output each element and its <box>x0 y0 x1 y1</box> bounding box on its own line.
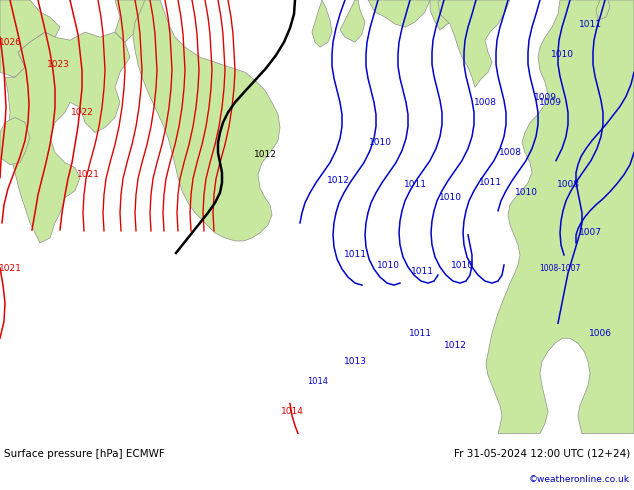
Polygon shape <box>0 0 60 77</box>
Text: 1022: 1022 <box>70 108 93 117</box>
Text: 1010: 1010 <box>439 193 462 202</box>
Text: 1010: 1010 <box>368 138 392 147</box>
Text: 1008: 1008 <box>557 180 579 189</box>
Polygon shape <box>5 32 130 243</box>
Polygon shape <box>340 0 365 42</box>
Text: 1014: 1014 <box>281 407 304 416</box>
Polygon shape <box>438 0 510 87</box>
Text: 1010: 1010 <box>377 261 399 270</box>
Text: 1007: 1007 <box>578 228 602 237</box>
Text: 1008: 1008 <box>474 98 496 107</box>
Text: Surface pressure [hPa] ECMWF: Surface pressure [hPa] ECMWF <box>4 449 165 459</box>
Polygon shape <box>0 118 30 165</box>
Polygon shape <box>430 0 460 30</box>
Text: 1011: 1011 <box>479 178 501 187</box>
Text: 1011: 1011 <box>403 180 427 189</box>
Text: 1009: 1009 <box>538 98 562 107</box>
Text: 1008: 1008 <box>498 148 522 157</box>
Text: 1023: 1023 <box>46 60 70 69</box>
Text: Fr 31-05-2024 12:00 UTC (12+24): Fr 31-05-2024 12:00 UTC (12+24) <box>454 449 630 459</box>
Polygon shape <box>133 0 280 241</box>
Text: 1010: 1010 <box>515 188 538 197</box>
Text: 1011: 1011 <box>408 329 432 338</box>
Text: 1014: 1014 <box>307 377 328 386</box>
Text: 1012: 1012 <box>254 150 276 159</box>
Polygon shape <box>115 0 160 42</box>
Text: ©weatheronline.co.uk: ©weatheronline.co.uk <box>529 475 630 485</box>
Text: 1011: 1011 <box>410 267 434 275</box>
Text: 1011: 1011 <box>344 250 366 260</box>
Text: 1006: 1006 <box>588 329 612 338</box>
Text: 1013: 1013 <box>344 357 366 366</box>
Text: 1012: 1012 <box>444 341 467 350</box>
Text: 1021: 1021 <box>77 170 100 179</box>
Polygon shape <box>368 0 430 27</box>
Text: 1010: 1010 <box>451 261 474 270</box>
Text: 1026: 1026 <box>0 38 22 47</box>
Text: 1009: 1009 <box>533 93 557 102</box>
Polygon shape <box>486 0 634 434</box>
Text: 1010: 1010 <box>550 49 574 59</box>
Polygon shape <box>312 0 332 47</box>
Polygon shape <box>596 0 610 20</box>
Text: 1012: 1012 <box>327 176 349 185</box>
Text: 1011: 1011 <box>578 20 602 28</box>
Text: 1021: 1021 <box>0 264 22 272</box>
Text: 1008-1007: 1008-1007 <box>540 264 581 272</box>
